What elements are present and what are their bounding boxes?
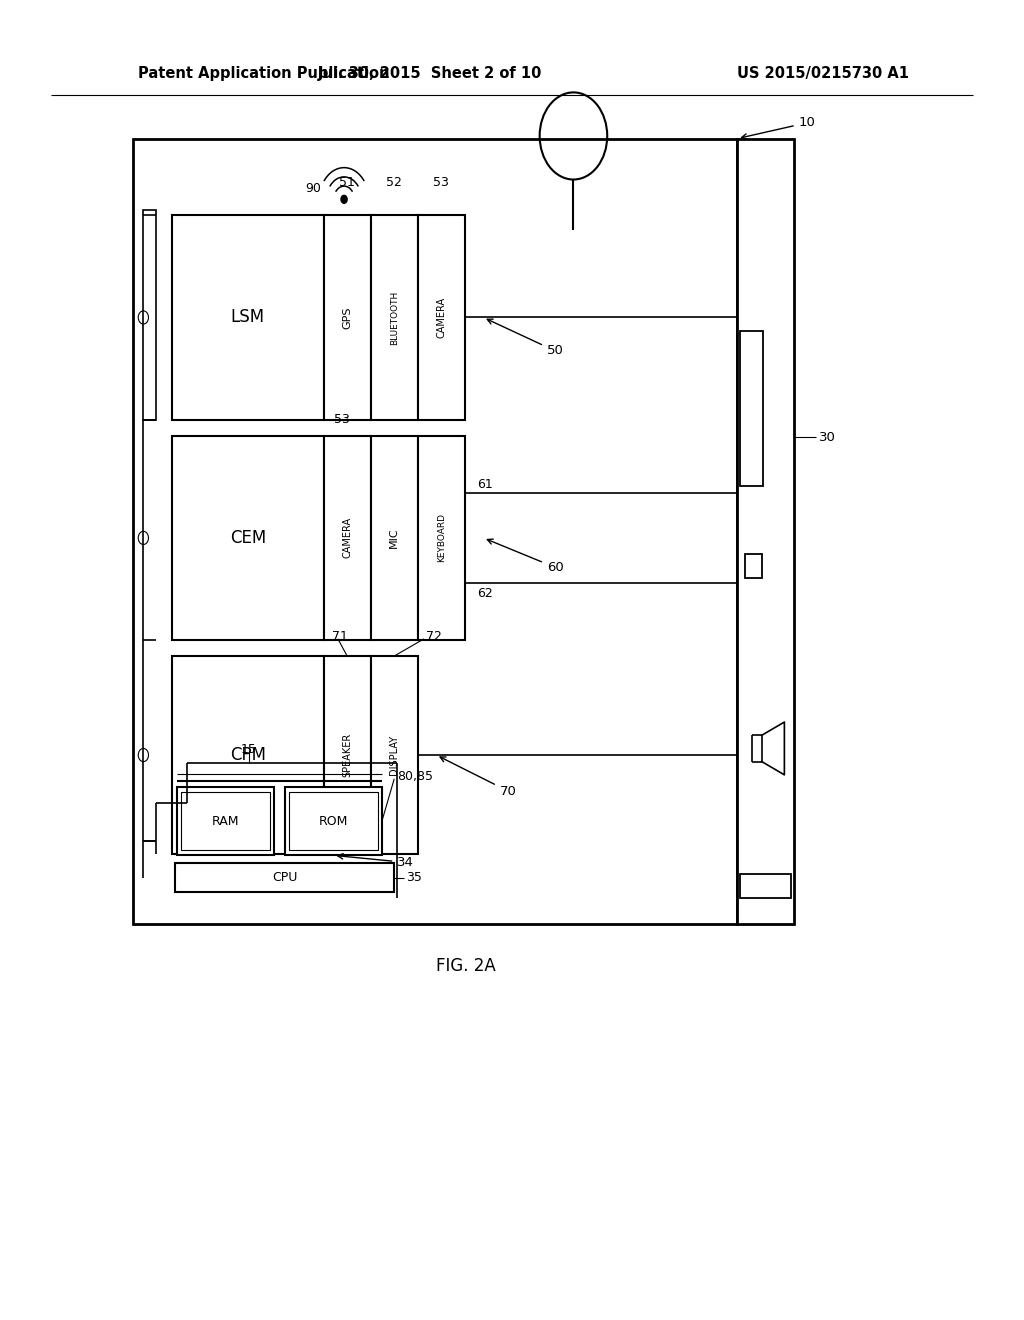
Bar — [177, 787, 274, 855]
Bar — [143, 210, 156, 420]
Text: US 2015/0215730 A1: US 2015/0215730 A1 — [737, 66, 909, 82]
Text: 52: 52 — [386, 176, 402, 189]
Bar — [371, 215, 418, 420]
Text: KEYBOARD: KEYBOARD — [437, 513, 445, 562]
Text: 51: 51 — [339, 176, 355, 189]
Text: ROM: ROM — [318, 814, 348, 828]
Text: 90: 90 — [305, 182, 322, 195]
Text: RAM: RAM — [212, 814, 240, 828]
Text: 80,85: 80,85 — [397, 770, 433, 783]
Bar — [285, 787, 382, 855]
Bar — [324, 215, 371, 420]
Text: 10: 10 — [741, 116, 815, 139]
Text: 72: 72 — [426, 630, 442, 643]
Circle shape — [341, 195, 347, 203]
Bar — [324, 656, 371, 854]
Text: CEM: CEM — [229, 529, 266, 546]
Bar — [371, 436, 418, 640]
Bar — [172, 656, 324, 854]
Bar — [175, 863, 394, 892]
Text: 71: 71 — [332, 630, 348, 643]
Text: Jul. 30, 2015  Sheet 2 of 10: Jul. 30, 2015 Sheet 2 of 10 — [317, 66, 543, 82]
Text: CPM: CPM — [229, 746, 266, 764]
Text: 60: 60 — [487, 539, 563, 574]
Text: 50: 50 — [487, 319, 563, 358]
Text: SPEAKER: SPEAKER — [342, 733, 352, 777]
Text: LSM: LSM — [230, 309, 265, 326]
Bar — [181, 792, 270, 850]
Text: 61: 61 — [477, 478, 493, 491]
Text: GPS: GPS — [342, 306, 352, 329]
Bar — [133, 139, 737, 924]
Bar — [740, 874, 791, 898]
Text: 70: 70 — [440, 756, 516, 797]
Bar — [737, 139, 794, 924]
Text: CAMERA: CAMERA — [436, 297, 446, 338]
Text: 62: 62 — [477, 587, 493, 601]
Bar — [740, 331, 763, 486]
Bar — [324, 436, 371, 640]
Bar — [745, 554, 762, 578]
Text: 34: 34 — [338, 854, 414, 869]
Bar — [172, 215, 324, 420]
Text: 53: 53 — [334, 413, 350, 426]
Text: CPU: CPU — [272, 871, 297, 884]
Text: 30: 30 — [819, 430, 836, 444]
Text: DISPLAY: DISPLAY — [389, 735, 399, 775]
Text: 35: 35 — [407, 871, 423, 884]
Text: CAMERA: CAMERA — [342, 517, 352, 558]
Bar — [371, 656, 418, 854]
Text: 53: 53 — [433, 176, 450, 189]
Text: FIG. 2A: FIG. 2A — [436, 957, 496, 975]
Text: Patent Application Publication: Patent Application Publication — [138, 66, 390, 82]
Bar — [418, 436, 465, 640]
Bar — [418, 215, 465, 420]
Bar — [172, 436, 324, 640]
Bar — [289, 792, 378, 850]
Text: MIC: MIC — [389, 528, 399, 548]
Text: 15: 15 — [241, 743, 257, 756]
Text: BLUETOOTH: BLUETOOTH — [390, 290, 398, 345]
